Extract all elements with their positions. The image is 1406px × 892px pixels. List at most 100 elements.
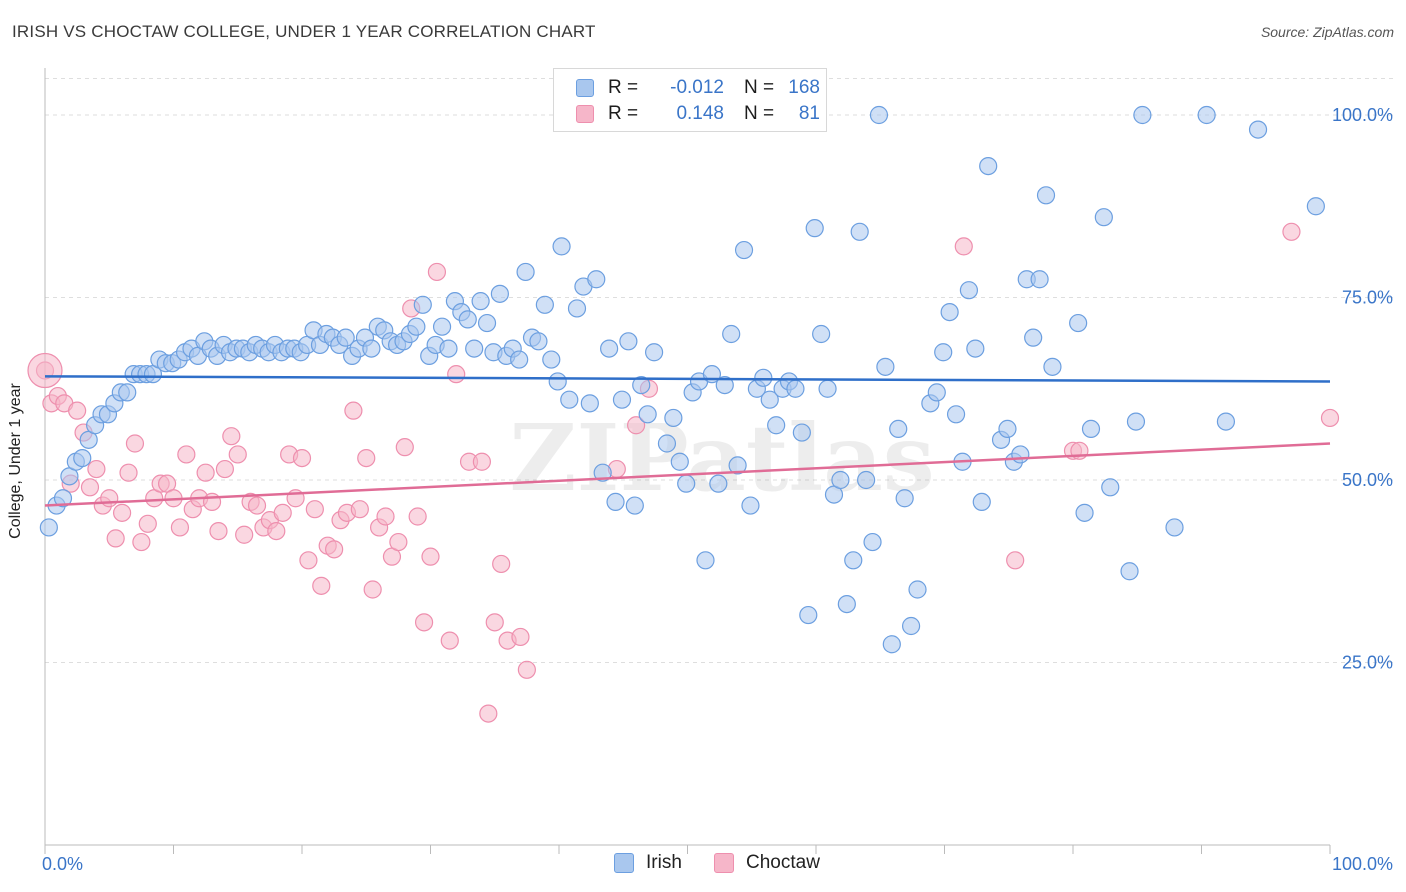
irish-point (1075, 503, 1094, 522)
irish-point (972, 492, 991, 511)
choctaw-point (511, 627, 530, 647)
irish-point (593, 463, 612, 482)
choctaw-point (170, 518, 190, 537)
choctaw-point (350, 500, 369, 519)
choctaw-point (132, 532, 151, 552)
choctaw-point (414, 613, 434, 632)
x-tick-label-max: 100.0% (1332, 854, 1393, 874)
irish-point (1216, 412, 1236, 431)
irish-point (812, 324, 831, 344)
irish-point (542, 350, 561, 369)
choctaw-trend-line (44, 442, 1331, 507)
choctaw-point (954, 237, 973, 256)
choctaw-point (1282, 222, 1301, 241)
irish-point (889, 419, 908, 438)
irish-point (458, 310, 477, 329)
irish-point (728, 456, 747, 475)
choctaw-point (247, 496, 267, 515)
irish-point (644, 343, 664, 362)
watermark-text: ZIPatlas (509, 404, 934, 512)
legend-row-irish: R = -0.012 N = 168 (576, 75, 820, 101)
irish-point (612, 390, 632, 409)
irish-point (510, 350, 529, 369)
irish-trend-line (44, 375, 1331, 383)
choctaw-point (485, 613, 504, 632)
irish-point (722, 324, 741, 344)
irish-point (876, 357, 895, 376)
choctaw-point (305, 500, 324, 519)
legend-item-irish[interactable]: Irish (614, 852, 682, 874)
choctaw-point (125, 434, 145, 453)
irish-point (490, 284, 509, 303)
irish-r-label: R = (608, 77, 639, 98)
irish-point (439, 339, 458, 358)
irish-point (632, 376, 651, 395)
choctaw-point (357, 449, 376, 468)
choctaw-point (312, 576, 331, 595)
choctaw-point (1006, 551, 1025, 570)
irish-point (940, 303, 959, 322)
irish-point (1101, 478, 1120, 497)
irish-point (901, 616, 921, 636)
irish-point (1165, 518, 1184, 537)
irish-point (863, 532, 882, 552)
irish-point (471, 292, 490, 311)
choctaw-swatch (576, 105, 594, 123)
irish-point (1094, 208, 1113, 227)
legend-item-choctaw[interactable]: Choctaw (714, 852, 820, 874)
irish-point (1024, 328, 1043, 347)
irish-point (754, 368, 773, 387)
irish-point (799, 605, 818, 625)
choctaw-point (80, 478, 100, 497)
irish-point (657, 434, 677, 453)
choctaw-point (626, 416, 646, 435)
irish-point (1133, 105, 1152, 125)
choctaw-point-large (27, 352, 63, 389)
irish-point (831, 470, 850, 490)
choctaw-legend-label: Choctaw (746, 852, 820, 873)
y-tick-label: 100.0% (1332, 105, 1393, 125)
choctaw-point (299, 551, 318, 570)
irish-r-value: -0.012 (670, 77, 724, 98)
irish-point (760, 390, 779, 409)
choctaw-point (177, 445, 196, 464)
choctaw-point (100, 489, 119, 508)
irish-swatch (576, 79, 594, 97)
irish-point (767, 416, 786, 435)
irish-point (1011, 445, 1030, 464)
irish-point (619, 332, 638, 351)
irish-point (1120, 562, 1139, 581)
choctaw-point (235, 525, 254, 544)
irish-point (786, 379, 805, 398)
irish-point (709, 474, 728, 493)
choctaw-point (112, 503, 132, 522)
choctaw-point (273, 503, 292, 522)
irish-point (39, 518, 58, 537)
watermark: ZIPatlas (509, 404, 934, 512)
choctaw-point (363, 580, 382, 599)
choctaw-legend-swatch (714, 853, 734, 873)
choctaw-point (440, 631, 459, 650)
choctaw-point (408, 507, 427, 526)
choctaw-point (215, 459, 234, 479)
irish-point (432, 317, 452, 336)
choctaw-point (292, 449, 312, 468)
irish-point (73, 449, 92, 468)
irish-point (908, 580, 927, 599)
irish-point (664, 408, 683, 428)
irish-point (818, 379, 837, 398)
source-label: Source: ZipAtlas.com (1260, 24, 1394, 40)
choctaw-point (472, 452, 491, 471)
irish-point (516, 262, 535, 282)
choctaw-point (492, 554, 511, 574)
irish-point (869, 105, 889, 125)
choctaw-point (138, 514, 157, 533)
choctaw-n-label: N = (744, 103, 775, 124)
x-tick-label-min: 0.0% (42, 854, 83, 874)
irish-point (1036, 186, 1056, 205)
irish-point (552, 237, 571, 256)
irish-point (53, 489, 73, 508)
y-tick-label: 25.0% (1342, 653, 1393, 673)
irish-point (580, 394, 599, 413)
